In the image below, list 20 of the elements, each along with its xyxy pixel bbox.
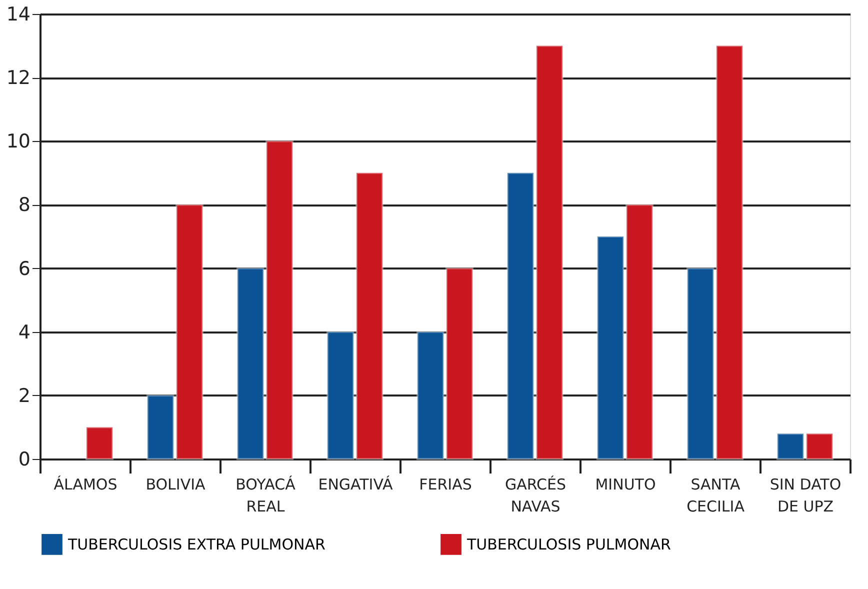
y-tick-label: 4 bbox=[18, 321, 30, 344]
y-tick-label: 2 bbox=[18, 384, 30, 407]
x-tick-label: ENGATIVÁ bbox=[318, 476, 394, 494]
x-tick-label: ÁLAMOS bbox=[54, 476, 118, 494]
x-tick-label: GARCÉS NAVAS bbox=[504, 476, 566, 516]
legend-label: TUBERCULOSIS PULMONAR bbox=[466, 535, 671, 554]
y-tick-label: 12 bbox=[6, 67, 30, 90]
x-tick-label: FERIAS bbox=[419, 476, 472, 494]
x-tick-label: BOLIVIA bbox=[146, 476, 206, 494]
legend-label: TUBERCULOSIS EXTRA PULMONAR bbox=[67, 535, 326, 554]
x-tick-label: SANTA CECILIA bbox=[686, 476, 746, 516]
x-tick-label: BOYACÁ REAL bbox=[236, 476, 296, 516]
y-tick-label: 14 bbox=[6, 4, 30, 26]
y-tick-label: 10 bbox=[6, 130, 30, 153]
y-tick-label: 0 bbox=[18, 448, 30, 470]
y-tick-label: 8 bbox=[18, 194, 30, 216]
x-tick-label: SIN DATO DE UPZ bbox=[770, 476, 842, 516]
bar bbox=[85, 426, 114, 460]
x-tick-label: MINUTO bbox=[595, 476, 656, 494]
y-tick-label: 6 bbox=[18, 258, 30, 280]
